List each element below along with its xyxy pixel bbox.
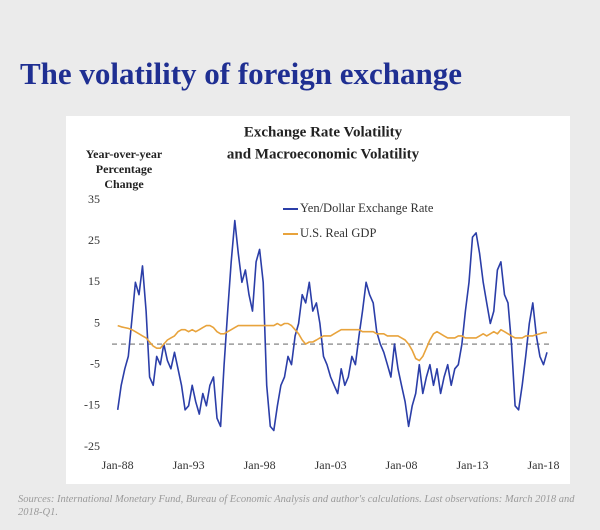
x-tick-label: Jan-98: [244, 458, 276, 472]
y-axis-label: Change: [104, 177, 144, 191]
x-tick-label: Jan-13: [457, 458, 489, 472]
chart: Exchange Rate Volatility and Macroeconomi…: [66, 116, 570, 484]
y-tick-label: 5: [94, 315, 100, 329]
y-tick-label: -15: [84, 398, 100, 412]
y-tick-label: 15: [88, 274, 100, 288]
x-tick-label: Jan-18: [527, 458, 559, 472]
sources-note: Sources: International Monetary Fund, Bu…: [18, 494, 575, 518]
legend-label: Yen/Dollar Exchange Rate: [300, 201, 434, 215]
y-tick-label: -5: [90, 356, 100, 370]
slide-title: The volatility of foreign exchange: [20, 56, 462, 91]
legend-label: U.S. Real GDP: [300, 226, 376, 240]
x-tick-label: Jan-93: [173, 458, 205, 472]
chart-title: and Macroeconomic Volatility: [227, 146, 420, 162]
series-line: [116, 219, 548, 432]
x-tick-label: Jan-08: [386, 458, 418, 472]
y-tick-label: 25: [88, 233, 100, 247]
x-tick-label: Jan-03: [315, 458, 347, 472]
y-axis-label: Percentage: [96, 162, 153, 176]
y-axis-label: Year-over-year: [86, 147, 163, 161]
x-tick-label: Jan-88: [102, 458, 134, 472]
y-tick-label: -25: [84, 439, 100, 453]
series-line: [117, 322, 547, 362]
chart-title: Exchange Rate Volatility: [244, 124, 403, 140]
y-tick-label: 35: [88, 192, 100, 206]
